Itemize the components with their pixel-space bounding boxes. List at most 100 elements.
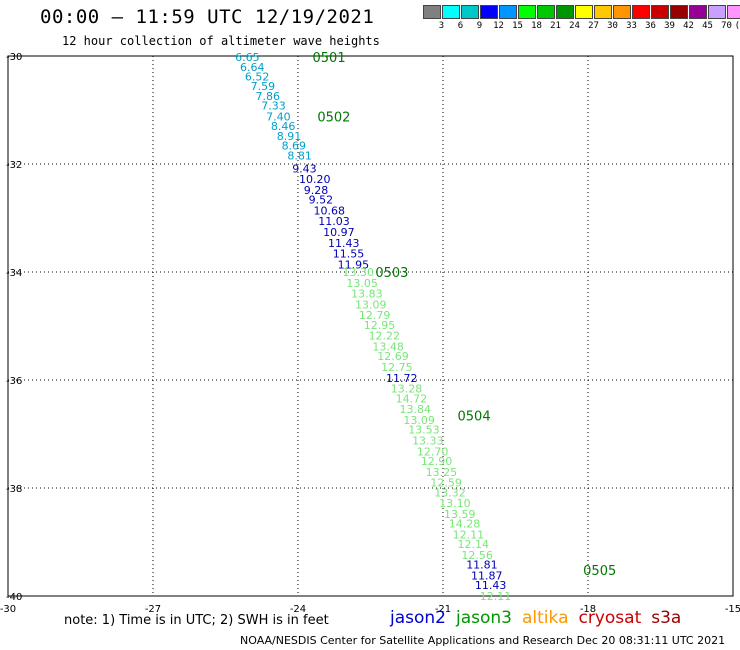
satellite-jason3: jason3 (456, 608, 512, 628)
swh-value: 9.43 (292, 162, 317, 175)
swh-value: 12.95 (364, 319, 396, 332)
x-tick-label: -24 (290, 604, 306, 615)
swh-value: 12.79 (359, 309, 391, 322)
page-title: 00:00 – 11:59 UTC 12/19/2021 (40, 6, 375, 28)
legend-label: 30 (607, 21, 618, 31)
legend-swatch (442, 5, 460, 19)
legend-swatch (708, 5, 726, 19)
legend-label: 70 (721, 21, 732, 31)
satellite-legend: jason2 jason3 altika cryosat s3a (390, 608, 691, 628)
legend-label: 15 (512, 21, 523, 31)
swh-value: 8.91 (277, 130, 302, 143)
satellite-s3a: s3a (651, 608, 682, 628)
legend-swatch (480, 5, 498, 19)
legend-label: 6 (457, 21, 464, 31)
legend-label: 18 (531, 21, 542, 31)
legend-label: (ft) (734, 21, 740, 31)
swh-value: 13.05 (346, 277, 378, 290)
swh-value: 13.83 (351, 288, 383, 301)
legend-label: 21 (550, 21, 561, 31)
legend-label: 3 (438, 21, 445, 31)
swh-value: 7.40 (266, 110, 291, 123)
swh-value: 13.30 (342, 266, 374, 279)
map-frame (7, 55, 734, 597)
swh-value: 10.20 (299, 173, 331, 186)
swh-value: 8.46 (271, 120, 296, 133)
satellite-jason2: jason2 (390, 608, 446, 628)
time-label: 0501 (313, 51, 346, 66)
swh-value: 13.09 (403, 414, 435, 427)
legend-swatch (423, 5, 441, 19)
swh-value: 13.59 (444, 508, 476, 521)
swh-value: 14.72 (396, 392, 428, 405)
swh-value: 14.28 (449, 518, 481, 531)
swh-value: 12.56 (461, 549, 493, 562)
swh-value: 8.69 (282, 140, 307, 153)
legend-swatch (518, 5, 536, 19)
swh-value: 11.95 (338, 258, 370, 271)
swh-value: 7.33 (261, 100, 286, 113)
legend-label: 36 (645, 21, 656, 31)
swh-value: 7.86 (255, 90, 280, 103)
swh-value: 13.25 (426, 466, 458, 479)
swh-value: 12.14 (458, 538, 490, 551)
swh-value: 11.72 (386, 372, 418, 385)
legend-swatch (537, 5, 555, 19)
legend-label: 33 (626, 21, 637, 31)
legend-swatch (670, 5, 688, 19)
swh-value: 13.53 (408, 424, 440, 437)
legend-swatch (727, 5, 740, 19)
swh-value: 7.59 (251, 80, 276, 93)
time-label: 0504 (458, 410, 491, 425)
y-tick-label: -34 (6, 268, 22, 279)
legend-swatch (556, 5, 574, 19)
swh-value: 12.90 (421, 455, 453, 468)
legend-swatch (613, 5, 631, 19)
legend-swatch (689, 5, 707, 19)
swh-value: 12.75 (381, 361, 413, 374)
legend-swatches (423, 5, 740, 19)
swh-value: 11.43 (328, 237, 360, 250)
swh-value: 11.43 (475, 579, 507, 592)
swh-value: 12.11 (480, 590, 512, 603)
swh-value: 12.11 (453, 528, 485, 541)
legend-label: 42 (683, 21, 694, 31)
swh-value: 13.32 (434, 486, 466, 499)
x-tick-label: -21 (435, 604, 451, 615)
footer-credit: NOAA/NESDIS Center for Satellite Applica… (240, 634, 726, 647)
swh-value: 11.87 (471, 569, 503, 582)
time-label: 0505 (583, 564, 616, 579)
swh-value: 6.64 (240, 61, 265, 74)
legend-label: 27 (588, 21, 599, 31)
satellite-cryosat: cryosat (578, 608, 642, 628)
swh-value: 11.03 (318, 215, 350, 228)
swh-value: 13.84 (400, 403, 432, 416)
swh-value: 13.48 (372, 341, 404, 354)
swh-value: 10.68 (313, 204, 345, 217)
x-tick-label: -15 (725, 604, 740, 615)
swh-value: 11.81 (466, 559, 498, 572)
swh-value: 12.69 (377, 350, 409, 363)
legend-label: 24 (569, 21, 580, 31)
swh-value: 12.59 (430, 477, 462, 490)
y-tick-label: -36 (6, 376, 22, 387)
swh-value: 6.52 (245, 71, 269, 84)
legend-label: 45 (702, 21, 713, 31)
swh-value: 13.10 (439, 497, 471, 510)
x-tick-label: -30 (0, 604, 16, 615)
time-label: 0503 (375, 266, 408, 281)
legend-swatch (594, 5, 612, 19)
swh-value: 8.81 (287, 149, 312, 162)
swh-value: 12.22 (369, 330, 401, 343)
y-tick-label: -32 (6, 160, 22, 171)
x-tick-label: -18 (580, 604, 596, 615)
swh-value: 13.33 (412, 434, 444, 447)
legend-swatch (651, 5, 669, 19)
legend-label: 9 (476, 21, 483, 31)
swh-value: 10.97 (323, 226, 355, 239)
legend-swatch (575, 5, 593, 19)
swh-value: 9.28 (304, 184, 329, 197)
